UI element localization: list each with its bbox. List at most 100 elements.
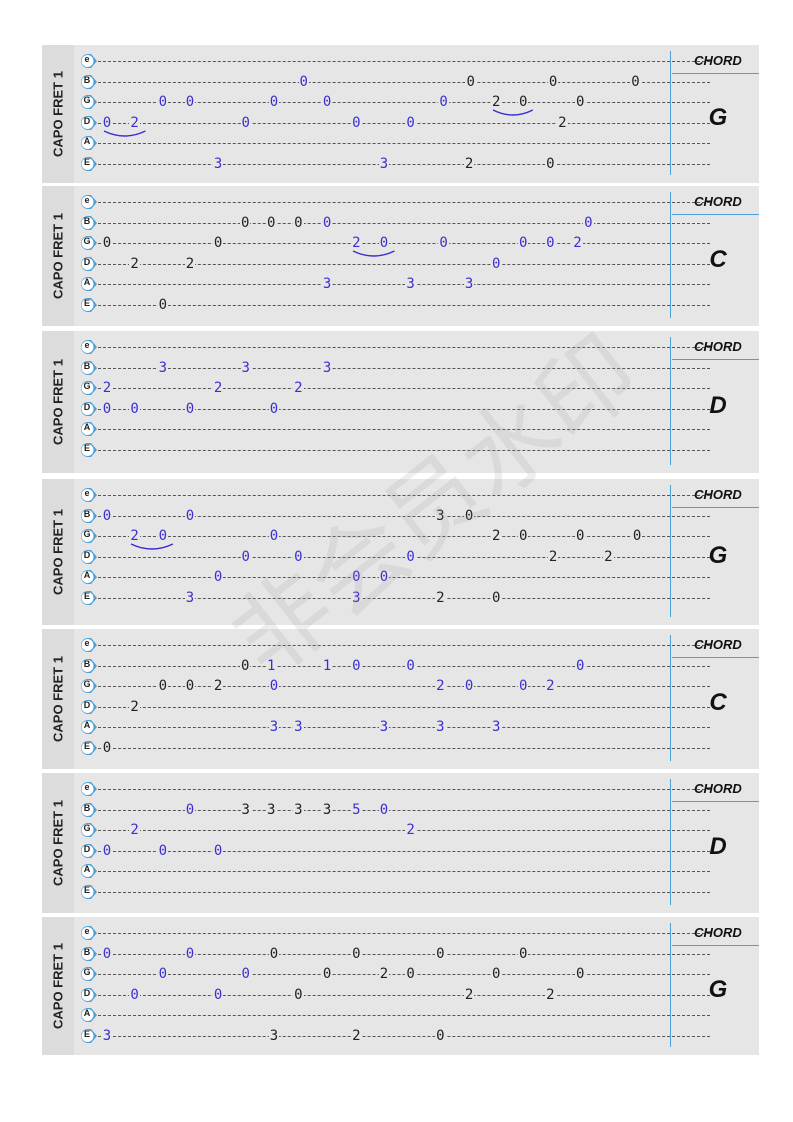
string-row-e: e — [80, 192, 710, 213]
chord-name: G — [708, 976, 728, 1003]
fret-number: 0 — [405, 114, 416, 131]
chord-header: CHORD — [694, 53, 742, 68]
string-marker-icon: D — [80, 843, 98, 859]
fret-number: 0 — [184, 507, 196, 524]
fret-number: 0 — [240, 657, 251, 674]
string-dash-line — [98, 284, 710, 286]
fret-number: 2 — [435, 589, 446, 606]
chord-name: C — [709, 246, 727, 273]
string-letter: E — [83, 590, 90, 601]
string-letter: E — [83, 297, 90, 308]
string-line — [98, 635, 710, 655]
string-letter: B — [83, 74, 91, 85]
string-letter: D — [83, 843, 91, 854]
fret-number: 2 — [545, 678, 556, 695]
string-dash-line — [98, 789, 710, 791]
string-row-A: A 3 3 3 — [80, 274, 710, 295]
fret-number: 0 — [630, 73, 641, 90]
string-marker-icon: D — [80, 987, 98, 1003]
string-line — [98, 192, 710, 212]
fret-number: 0 — [240, 966, 251, 983]
fret-number: 3 — [490, 719, 502, 736]
fret-number: 2 — [405, 822, 416, 839]
fret-number: 0 — [518, 528, 529, 545]
string-dash-line — [98, 243, 710, 245]
string-row-D: D 0 0 0 2 2 — [80, 985, 710, 1006]
string-letter: B — [83, 508, 91, 519]
chord-header: CHORD — [694, 487, 742, 502]
fret-number: 0 — [101, 945, 113, 962]
string-letter: G — [83, 236, 91, 247]
string-letter: e — [84, 340, 90, 351]
fret-number: 2 — [463, 155, 475, 172]
string-row-e: e — [80, 923, 710, 944]
string-marker-icon: B — [80, 658, 98, 674]
string-line: 2 — [98, 697, 710, 717]
fret-number: 0 — [321, 214, 333, 231]
fret-number: 2 — [572, 235, 583, 252]
string-marker-icon: A — [80, 276, 98, 292]
fret-number: 0 — [378, 235, 390, 252]
string-letter: A — [83, 720, 91, 731]
string-letter: e — [84, 926, 90, 937]
chord-header: CHORD — [694, 781, 742, 796]
string-dash-line — [98, 809, 710, 811]
string-marker-icon: G — [80, 94, 98, 110]
string-line: 0 — [98, 738, 710, 758]
chord-header-rule — [672, 945, 759, 946]
string-row-A: A — [80, 861, 710, 882]
fret-number: 0 — [268, 528, 280, 545]
fret-number: 0 — [101, 114, 113, 131]
fret-number: 0 — [583, 214, 594, 231]
fret-number: 0 — [101, 739, 113, 756]
fret-number: 2 — [101, 380, 113, 397]
string-letter: E — [83, 740, 90, 751]
fret-number: 3 — [293, 801, 304, 818]
string-letter: A — [83, 136, 91, 147]
string-dash-line — [98, 891, 710, 893]
fret-number: 2 — [351, 1027, 362, 1044]
fret-number: 0 — [157, 296, 169, 313]
string-dash-line — [98, 577, 710, 579]
fret-number: 0 — [435, 945, 446, 962]
chord-name: D — [709, 392, 727, 419]
fret-number: 0 — [490, 589, 502, 606]
capo-panel: CAPO FRET 1 — [42, 479, 74, 625]
string-letter: D — [83, 115, 91, 126]
string-letter: A — [83, 570, 91, 581]
string-marker-icon: A — [80, 135, 98, 151]
chord-header-rule — [672, 214, 759, 215]
string-marker-icon: B — [80, 215, 98, 231]
fret-number: 3 — [321, 801, 333, 818]
fret-number: 0 — [518, 678, 529, 695]
string-letter: A — [83, 1008, 91, 1019]
string-row-e: e — [80, 337, 710, 358]
string-line: 3 3 3 — [98, 358, 710, 378]
string-dash-line — [98, 429, 710, 431]
fret-number: 0 — [157, 966, 169, 983]
string-dash-line — [98, 202, 710, 204]
fret-number: 2 — [129, 698, 140, 715]
fret-number: 0 — [574, 966, 586, 983]
string-marker-icon: G — [80, 380, 98, 396]
string-marker-icon: D — [80, 115, 98, 131]
fret-number: 2 — [351, 235, 362, 252]
fret-number: 0 — [465, 73, 476, 90]
string-row-A: A — [80, 419, 710, 440]
string-letter: B — [83, 215, 91, 226]
fret-number: 0 — [545, 235, 556, 252]
fret-number: 0 — [157, 678, 169, 695]
string-line — [98, 861, 710, 881]
string-letter: D — [83, 987, 91, 998]
